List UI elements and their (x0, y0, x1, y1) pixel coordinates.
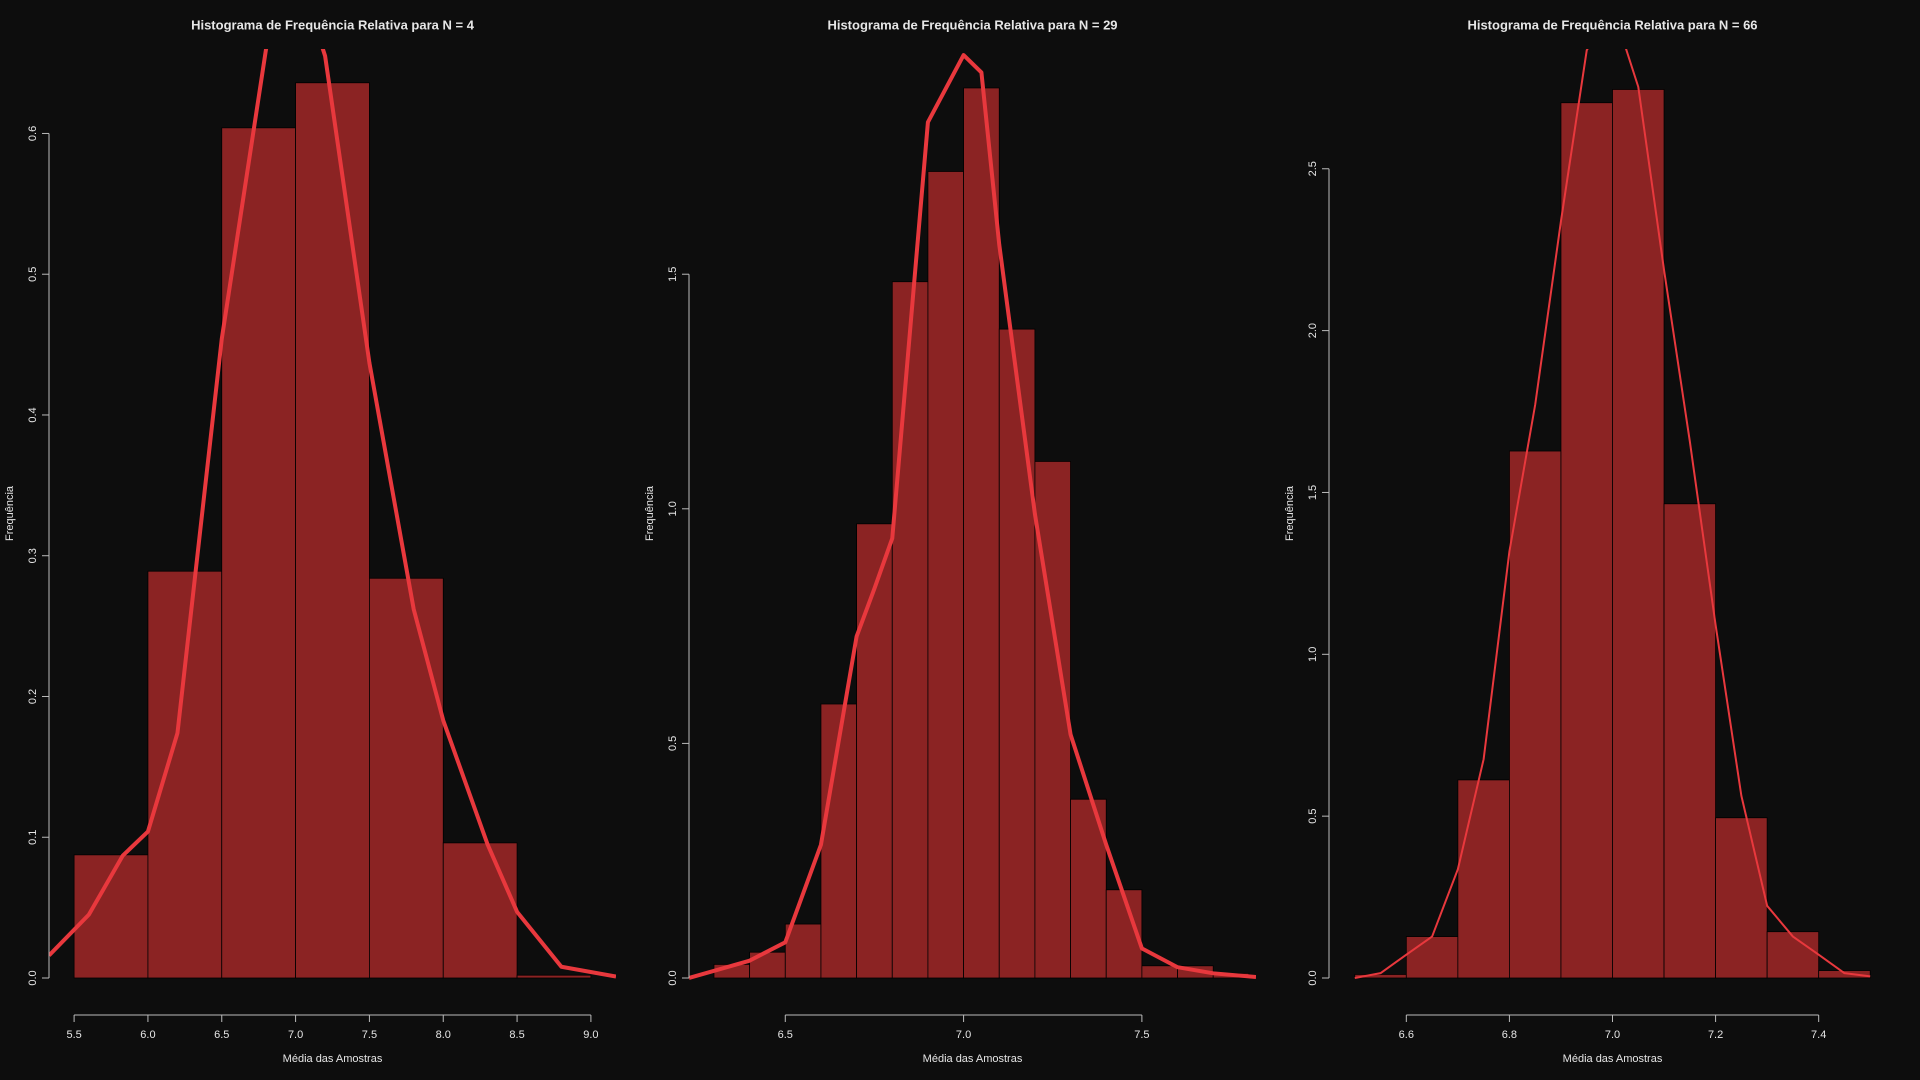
bar (1509, 450, 1562, 979)
bar (927, 171, 964, 979)
y-axis-label: Frequência (644, 485, 656, 541)
y-tick-label: 0.0 (27, 970, 39, 985)
panel: Histograma de Frequência Relativa para N… (644, 17, 1256, 1065)
x-tick-label: 7.4 (1811, 1029, 1826, 1041)
bar (147, 570, 223, 979)
bar (1560, 102, 1613, 979)
y-tick-label: 0.0 (1307, 970, 1319, 985)
bar (369, 577, 444, 979)
y-tick-label: 0.2 (27, 689, 39, 704)
bar (1663, 503, 1716, 979)
y-tick-label: 0.5 (1307, 809, 1319, 824)
bar (516, 974, 592, 979)
bar (963, 87, 1000, 979)
y-axis-label: Frequência (4, 485, 16, 541)
x-tick-label: 8.5 (509, 1029, 524, 1041)
y-tick-label: 1.0 (1307, 647, 1319, 662)
x-tick-label: 9.0 (583, 1029, 598, 1041)
bar (1612, 89, 1665, 979)
y-tick-label: 2.0 (1307, 323, 1319, 338)
y-tick-label: 0.5 (667, 736, 679, 751)
x-tick-label: 6.6 (1399, 1029, 1414, 1041)
bar (295, 82, 370, 979)
x-axis-label: Média das Amostras (283, 1053, 383, 1065)
density-line (49, 49, 616, 979)
y-tick-label: 0.5 (27, 267, 39, 282)
bar (998, 328, 1036, 979)
y-axis-label: Frequência (1284, 485, 1296, 541)
x-tick-label: 6.5 (214, 1029, 229, 1041)
bar (1457, 779, 1510, 979)
x-tick-label: 7.0 (1605, 1029, 1620, 1041)
y-tick-label: 0.6 (27, 126, 39, 141)
chart-title: Histograma de Frequência Relativa para N… (1467, 17, 1757, 32)
y-tick-label: 0.4 (27, 407, 39, 422)
y-tick-label: 1.5 (1307, 485, 1319, 500)
y-tick-label: 0.0 (667, 970, 679, 985)
y-tick-label: 0.1 (27, 830, 39, 845)
x-tick-label: 7.2 (1708, 1029, 1723, 1041)
chart-title: Histograma de Frequência Relativa para N… (827, 17, 1117, 32)
bar (1766, 931, 1820, 979)
x-axis-label: Média das Amostras (923, 1053, 1023, 1065)
x-axis-label: Média das Amostras (1563, 1053, 1663, 1065)
y-tick-label: 0.3 (27, 548, 39, 563)
bar (891, 281, 929, 979)
y-tick-label: 2.5 (1307, 161, 1319, 176)
x-tick-label: 7.0 (288, 1029, 303, 1041)
bar (442, 842, 518, 979)
x-tick-label: 5.5 (66, 1029, 81, 1041)
panel: Histograma de Frequência Relativa para N… (1284, 17, 1871, 1065)
bar (1141, 965, 1178, 979)
x-tick-label: 7.5 (1134, 1029, 1149, 1041)
chart-title: Histograma de Frequência Relativa para N… (191, 17, 475, 32)
bar (1405, 936, 1459, 979)
y-tick-label: 1.0 (667, 501, 679, 516)
bar (1715, 817, 1768, 979)
density-line (689, 53, 1256, 980)
bar (1818, 970, 1871, 979)
x-tick-label: 7.5 (362, 1029, 377, 1041)
panel: Histograma de Frequência Relativa para N… (4, 17, 616, 1065)
x-tick-label: 6.5 (778, 1029, 793, 1041)
x-tick-label: 8.0 (436, 1029, 451, 1041)
bar (784, 923, 822, 979)
x-tick-label: 6.8 (1502, 1029, 1517, 1041)
y-tick-label: 1.5 (667, 267, 679, 282)
x-tick-label: 7.0 (956, 1029, 971, 1041)
density-line (1354, 49, 1871, 979)
x-tick-label: 6.0 (140, 1029, 155, 1041)
